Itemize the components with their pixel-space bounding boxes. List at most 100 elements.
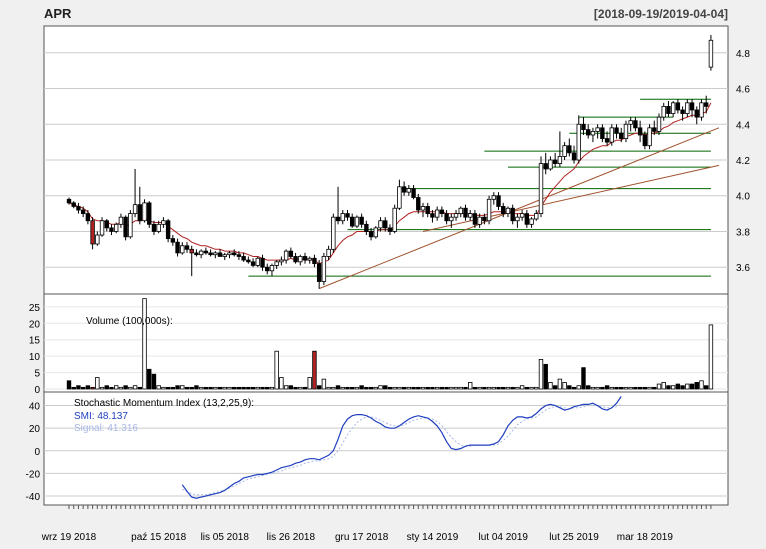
candle-body bbox=[71, 202, 76, 207]
candle-body bbox=[298, 256, 303, 263]
candle-body bbox=[562, 145, 567, 157]
volume-bar bbox=[128, 386, 133, 390]
smi-tick-label: 40 bbox=[29, 402, 41, 413]
price-tick-label: 4.6 bbox=[736, 85, 750, 96]
volume-bar bbox=[467, 382, 473, 390]
volume-bar bbox=[326, 386, 331, 390]
volume-bar bbox=[524, 386, 530, 390]
candle-body bbox=[241, 256, 246, 261]
volume-bar bbox=[652, 386, 657, 390]
candle-body bbox=[467, 213, 473, 218]
candle-body bbox=[458, 207, 463, 215]
volume-bar bbox=[397, 386, 402, 390]
volume-bar bbox=[477, 386, 482, 390]
candle-body bbox=[680, 109, 685, 114]
candle-body bbox=[255, 257, 260, 266]
candle-body bbox=[534, 213, 539, 220]
candle-body bbox=[586, 129, 591, 136]
volume-bar bbox=[90, 386, 95, 390]
candle-body bbox=[694, 109, 699, 118]
volume-bar bbox=[534, 386, 539, 390]
candle-body bbox=[609, 127, 614, 143]
volume-bar bbox=[189, 386, 194, 390]
volume-bar bbox=[434, 386, 440, 390]
volume-bar bbox=[104, 385, 109, 390]
volume-bar bbox=[283, 385, 289, 390]
candle-body bbox=[227, 252, 232, 256]
volume-bar bbox=[114, 385, 119, 390]
volume-tick-label: 20 bbox=[29, 319, 41, 330]
candle-body bbox=[364, 223, 369, 232]
volume-bar bbox=[600, 386, 605, 390]
candle-body bbox=[222, 254, 227, 257]
price-tick-label: 4.4 bbox=[736, 120, 750, 131]
candle-body bbox=[349, 216, 355, 227]
candle-body bbox=[496, 195, 501, 207]
candle-body bbox=[675, 102, 681, 111]
candle-body bbox=[189, 248, 194, 254]
candle-body bbox=[642, 134, 648, 147]
volume-bar bbox=[401, 386, 407, 390]
volume-tick-label: 10 bbox=[29, 352, 41, 363]
x-tick-label: wrz 19 2018 bbox=[41, 532, 97, 543]
candle-body bbox=[321, 256, 327, 282]
volume-bar bbox=[680, 385, 685, 390]
x-tick-label: mar 18 2019 bbox=[617, 532, 674, 543]
volume-bar bbox=[458, 386, 463, 390]
candle-body bbox=[231, 252, 237, 256]
volume-bar bbox=[364, 386, 369, 390]
candle-body bbox=[524, 213, 530, 225]
volume-bar bbox=[236, 386, 242, 390]
candle-body bbox=[628, 120, 633, 125]
volume-bar bbox=[463, 386, 468, 390]
volume-bar bbox=[552, 385, 558, 390]
candle-body bbox=[439, 209, 445, 215]
candle-body bbox=[576, 123, 581, 161]
candle-body bbox=[383, 220, 388, 229]
candle-body bbox=[326, 248, 331, 257]
candle-body bbox=[354, 216, 360, 227]
y-axis-labels: 4.8 4.6 4.4 4.2 4.0 3.8 3.6 25 20 15 10 5 0 40 20 0 -20 -… bbox=[26, 49, 751, 503]
candle-body bbox=[387, 227, 393, 232]
candle-body bbox=[623, 123, 629, 139]
candle-body bbox=[567, 145, 572, 154]
volume-bar bbox=[576, 385, 581, 390]
volume-bar bbox=[260, 386, 265, 390]
volume-bar bbox=[496, 386, 501, 390]
volume-bar bbox=[704, 385, 709, 390]
x-tick-label: lut 25 2019 bbox=[549, 532, 599, 543]
volume-bar bbox=[298, 386, 303, 390]
volume-bar bbox=[430, 386, 435, 390]
volume-bar bbox=[670, 385, 676, 390]
volume-bar bbox=[180, 385, 185, 390]
trend-line bbox=[422, 164, 720, 232]
volume-bar bbox=[538, 359, 544, 390]
volume-bar bbox=[666, 385, 671, 390]
volume-bar bbox=[661, 382, 666, 390]
signal-value-label: Signal: 41.316 bbox=[74, 423, 138, 434]
volume-bar bbox=[647, 386, 652, 390]
smi-lines bbox=[181, 396, 622, 499]
candle-body bbox=[501, 206, 506, 215]
volume-bar bbox=[439, 386, 445, 390]
volume-bar bbox=[279, 377, 284, 390]
candle-body bbox=[269, 265, 275, 272]
volume-bar bbox=[165, 386, 171, 390]
candle-body bbox=[137, 204, 142, 222]
volume-bar bbox=[250, 386, 256, 390]
candle-body bbox=[482, 216, 487, 222]
candle-body bbox=[114, 223, 119, 232]
volume-bar bbox=[416, 386, 421, 390]
trend-line bbox=[318, 127, 720, 290]
candle-body bbox=[307, 257, 312, 261]
volume-bar bbox=[486, 386, 492, 390]
candle-body bbox=[590, 131, 596, 136]
candle-body bbox=[510, 207, 515, 222]
volume-bar bbox=[368, 386, 374, 390]
candle-body bbox=[463, 207, 468, 218]
candle-body bbox=[633, 120, 638, 129]
volume-bar bbox=[345, 386, 350, 390]
volume-bar bbox=[449, 386, 454, 390]
candle-body bbox=[661, 106, 666, 118]
